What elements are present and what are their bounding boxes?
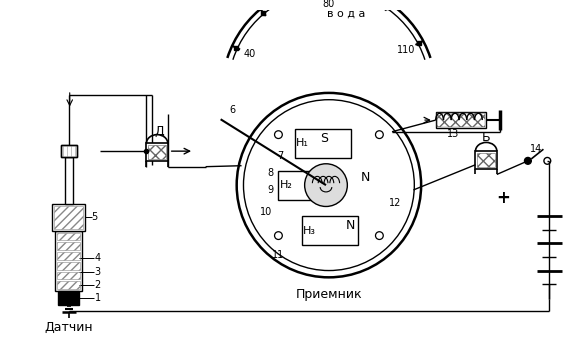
Text: 6: 6	[229, 105, 235, 115]
Text: +: +	[497, 189, 511, 207]
Bar	[65, 157, 73, 203]
Bar	[436, 113, 485, 127]
Bar	[55, 231, 82, 291]
Bar	[52, 203, 85, 231]
Text: 3: 3	[95, 267, 101, 277]
Bar	[61, 145, 77, 157]
Bar	[436, 112, 486, 128]
Bar	[146, 143, 168, 161]
Bar	[477, 153, 495, 167]
Circle shape	[237, 93, 421, 277]
Text: Д: Д	[154, 125, 164, 138]
Text: H₁: H₁	[296, 138, 309, 148]
Text: 9: 9	[267, 185, 274, 195]
Text: в о д а: в о д а	[327, 8, 366, 18]
Text: 11: 11	[272, 250, 284, 260]
Text: 110: 110	[397, 45, 415, 55]
Text: 5: 5	[91, 212, 97, 222]
Bar	[58, 291, 80, 305]
Text: H₃: H₃	[303, 226, 316, 236]
Text: 80: 80	[323, 0, 335, 9]
Text: 12: 12	[388, 198, 401, 208]
Text: 14: 14	[529, 144, 542, 154]
Text: S: S	[320, 132, 328, 145]
Circle shape	[525, 158, 531, 164]
Text: 10: 10	[260, 207, 272, 217]
Text: Б: Б	[482, 131, 490, 144]
Text: 13: 13	[447, 129, 459, 139]
Text: H₂: H₂	[280, 180, 292, 190]
Bar	[295, 129, 351, 158]
Text: 8: 8	[267, 169, 274, 179]
Text: 40: 40	[243, 49, 256, 59]
Text: N: N	[346, 219, 355, 233]
Text: 7: 7	[277, 151, 284, 161]
Bar	[278, 170, 335, 200]
Bar	[57, 233, 80, 240]
Text: 1: 1	[95, 293, 101, 303]
Circle shape	[305, 164, 347, 207]
Text: N: N	[361, 171, 370, 184]
Bar	[149, 145, 166, 159]
Text: Приемник: Приемник	[295, 288, 362, 301]
Bar	[57, 272, 80, 279]
Bar	[54, 206, 83, 229]
Bar	[57, 242, 80, 250]
Bar	[476, 151, 497, 169]
Bar	[302, 216, 358, 245]
Text: 2: 2	[95, 280, 101, 290]
Text: Датчин: Датчин	[44, 321, 93, 334]
Bar	[57, 262, 80, 269]
Bar	[57, 281, 80, 289]
Bar	[57, 252, 80, 260]
Text: 4: 4	[95, 253, 101, 263]
Bar	[61, 145, 77, 157]
